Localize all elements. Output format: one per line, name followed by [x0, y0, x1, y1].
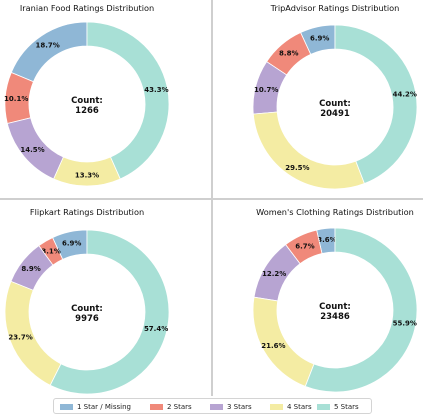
legend-swatch-3-stars	[210, 403, 223, 410]
slice-percent-label: 18.7%	[35, 42, 59, 50]
legend-item-5-stars: 5 Stars	[317, 401, 359, 412]
slice-percent-label: 14.5%	[20, 146, 44, 154]
center-count-value: 23486	[320, 312, 350, 322]
legend-label-5-stars: 5 Stars	[334, 402, 359, 411]
donut-slice	[304, 227, 418, 393]
legend-label-1-star: 1 Star / Missing	[77, 402, 131, 411]
legend-swatch-4-stars	[270, 403, 283, 410]
slice-percent-label: 6.9%	[62, 239, 81, 247]
legend-swatch-5-stars	[317, 403, 330, 410]
slice-percent-label: 55.9%	[393, 320, 417, 328]
legend-label-3-stars: 3 Stars	[227, 402, 252, 411]
center-count-label: Count:	[319, 99, 351, 109]
legend-label-4-stars: 4 Stars	[287, 402, 312, 411]
slice-percent-label: 8.8%	[279, 50, 298, 58]
center-count-value: 9976	[75, 314, 99, 324]
legend: 1 Star / Missing 2 Stars 3 Stars 4 Stars…	[53, 398, 372, 414]
chart-title: Iranian Food Ratings Distribution	[20, 3, 154, 13]
legend-item-3-stars: 3 Stars	[210, 401, 252, 412]
legend-item-4-stars: 4 Stars	[270, 401, 312, 412]
slice-percent-label: 43.3%	[144, 86, 168, 94]
legend-swatch-2-stars	[150, 403, 163, 410]
donut-slice	[86, 21, 170, 180]
slice-percent-label: 3.6%	[317, 236, 336, 244]
panel-divider-vertical-bottom	[211, 200, 213, 396]
slice-percent-label: 57.4%	[144, 325, 168, 333]
slice-percent-label: 10.1%	[4, 95, 28, 103]
center-count-value: 1266	[75, 106, 99, 116]
center-count-label: Count:	[71, 96, 103, 106]
slice-percent-label: 10.7%	[254, 86, 278, 94]
donut-slice	[10, 21, 88, 83]
chart-title: TripAdvisor Ratings Distribution	[270, 3, 400, 13]
center-count-label: Count:	[71, 304, 103, 314]
donut-slice	[252, 111, 365, 190]
slice-percent-label: 8.9%	[21, 265, 40, 273]
slice-percent-label: 21.6%	[261, 342, 285, 350]
legend-item-2-stars: 2 Stars	[150, 401, 192, 412]
donut-slice	[49, 229, 170, 395]
donut-slice	[334, 24, 418, 185]
legend-label-2-stars: 2 Stars	[167, 402, 192, 411]
slice-percent-label: 6.7%	[295, 242, 314, 250]
slice-percent-label: 29.5%	[285, 164, 309, 172]
slice-percent-label: 12.2%	[262, 270, 286, 278]
center-count-value: 20491	[320, 109, 350, 119]
slice-percent-label: 6.9%	[310, 34, 329, 42]
legend-item-1-star: 1 Star / Missing	[60, 401, 131, 412]
chart-title: Women's Clothing Ratings Distribution	[256, 207, 414, 217]
legend-swatch-1-star	[60, 403, 73, 410]
slice-percent-label: 3.1%	[41, 247, 60, 255]
slice-percent-label: 13.3%	[75, 172, 99, 180]
chart-title: Flipkart Ratings Distribution	[30, 207, 144, 217]
slice-percent-label: 23.7%	[8, 334, 32, 342]
center-count-label: Count:	[319, 302, 351, 312]
slice-percent-label: 44.2%	[393, 91, 417, 99]
